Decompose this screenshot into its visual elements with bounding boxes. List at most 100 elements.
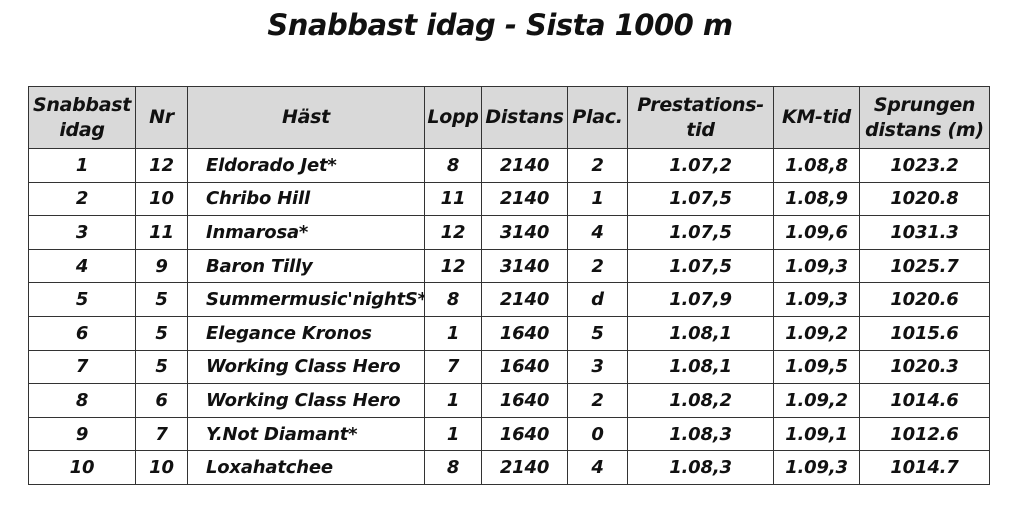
column-header-plac: Plac. xyxy=(567,86,628,149)
cell-distans: 3140 xyxy=(481,248,568,284)
column-header-lopp: Lopp xyxy=(424,86,482,149)
cell-prestationstid: 1.08,3 xyxy=(627,416,774,452)
cell-distans: 1640 xyxy=(481,315,568,351)
cell-plac: 2 xyxy=(567,383,628,418)
cell-distans: 2140 xyxy=(481,148,568,183)
cell-rank: 3 xyxy=(28,215,136,250)
table-row: 6 5 Elegance Kronos 1 1640 5 1.08,1 1.09,2 1015.… xyxy=(28,315,990,351)
cell-nr: 12 xyxy=(135,148,188,183)
table-row: 10 10 Loxahatchee 8 2140 4 1.08,3 1.09,3 1014.7 xyxy=(28,450,990,485)
cell-km-tid: 1.09,6 xyxy=(773,215,860,250)
cell-nr: 10 xyxy=(135,450,188,485)
cell-prestationstid: 1.07,5 xyxy=(627,215,774,250)
cell-nr: 5 xyxy=(135,282,188,317)
cell-lopp: 12 xyxy=(424,248,482,284)
cell-horse: Eldorado Jet* xyxy=(187,148,425,183)
cell-nr: 11 xyxy=(135,215,188,250)
cell-km-tid: 1.08,9 xyxy=(773,181,860,217)
column-header-line: KM-tid xyxy=(782,106,851,128)
cell-rank: 9 xyxy=(28,416,136,452)
cell-nr: 10 xyxy=(135,181,188,217)
cell-km-tid: 1.09,5 xyxy=(773,349,860,385)
cell-prestationstid: 1.07,5 xyxy=(627,181,774,217)
cell-horse: Loxahatchee xyxy=(187,450,425,485)
cell-lopp: 7 xyxy=(424,349,482,385)
column-header-nr: Nr xyxy=(135,86,188,149)
cell-prestationstid: 1.08,1 xyxy=(627,315,774,351)
cell-sprungen-distans: 1020.8 xyxy=(859,181,990,217)
column-header-line: distans (m) xyxy=(865,118,984,141)
cell-plac: d xyxy=(567,282,628,317)
cell-km-tid: 1.09,3 xyxy=(773,282,860,317)
cell-rank: 5 xyxy=(28,282,136,317)
table-body: 1 12 Eldorado Jet* 8 2140 2 1.07,2 1.08,8 1023.2… xyxy=(28,148,990,485)
cell-nr: 9 xyxy=(135,248,188,284)
column-header-line: Prestations- xyxy=(637,93,764,116)
cell-plac: 1 xyxy=(567,181,628,217)
column-header-line: Plac. xyxy=(572,106,623,128)
cell-plac: 3 xyxy=(567,349,628,385)
cell-horse: Summermusic'nightS* xyxy=(187,282,425,317)
cell-distans: 2140 xyxy=(481,282,568,317)
cell-rank: 1 xyxy=(28,148,136,183)
column-header-line: Snabbast xyxy=(32,93,132,116)
column-header-horse: Häst xyxy=(187,86,425,149)
cell-distans: 2140 xyxy=(481,450,568,485)
cell-rank: 4 xyxy=(28,248,136,284)
cell-distans: 1640 xyxy=(481,383,568,418)
cell-lopp: 8 xyxy=(424,148,482,183)
cell-plac: 2 xyxy=(567,148,628,183)
cell-sprungen-distans: 1031.3 xyxy=(859,215,990,250)
cell-horse: Inmarosa* xyxy=(187,215,425,250)
column-header-line: Distans xyxy=(485,106,564,128)
cell-plac: 4 xyxy=(567,215,628,250)
column-header-line: Häst xyxy=(282,106,330,128)
cell-lopp: 8 xyxy=(424,282,482,317)
cell-prestationstid: 1.07,9 xyxy=(627,282,774,317)
cell-prestationstid: 1.08,3 xyxy=(627,450,774,485)
cell-nr: 7 xyxy=(135,416,188,452)
table-row: 7 5 Working Class Hero 7 1640 3 1.08,1 1.09,5 10… xyxy=(28,349,990,385)
cell-km-tid: 1.09,2 xyxy=(773,315,860,351)
page-title: Snabbast idag - Sista 1000 m xyxy=(267,8,733,42)
cell-km-tid: 1.09,2 xyxy=(773,383,860,418)
cell-lopp: 1 xyxy=(424,383,482,418)
column-header-rank: Snabbast idag xyxy=(28,86,136,149)
column-header-line: Sprungen xyxy=(873,93,976,116)
cell-lopp: 1 xyxy=(424,416,482,452)
cell-prestationstid: 1.07,5 xyxy=(627,248,774,284)
cell-rank: 8 xyxy=(28,383,136,418)
column-header-km-tid: KM-tid xyxy=(773,86,860,149)
column-header-sprungen-distans: Sprungen distans (m) xyxy=(859,86,990,149)
cell-rank: 7 xyxy=(28,349,136,385)
cell-lopp: 1 xyxy=(424,315,482,351)
cell-sprungen-distans: 1020.3 xyxy=(859,349,990,385)
cell-plac: 5 xyxy=(567,315,628,351)
cell-km-tid: 1.08,8 xyxy=(773,148,860,183)
cell-distans: 1640 xyxy=(481,416,568,452)
column-header-prestationstid: Prestations-tid xyxy=(627,86,774,149)
cell-horse: Working Class Hero xyxy=(187,349,425,385)
cell-sprungen-distans: 1014.7 xyxy=(859,450,990,485)
header-row: Snabbast idag Nr Häst Lopp Distans Plac. Presta… xyxy=(28,86,990,149)
cell-km-tid: 1.09,1 xyxy=(773,416,860,452)
cell-horse: Elegance Kronos xyxy=(187,315,425,351)
table-row: 5 5 Summermusic'nightS* 8 2140 d 1.07,9 1.09,3 1… xyxy=(28,282,990,317)
cell-prestationstid: 1.07,2 xyxy=(627,148,774,183)
cell-distans: 1640 xyxy=(481,349,568,385)
cell-sprungen-distans: 1014.6 xyxy=(859,383,990,418)
cell-sprungen-distans: 1012.6 xyxy=(859,416,990,452)
cell-plac: 0 xyxy=(567,416,628,452)
table-row: 2 10 Chribo Hill 11 2140 1 1.07,5 1.08,9 1020.8 xyxy=(28,181,990,217)
cell-sprungen-distans: 1025.7 xyxy=(859,248,990,284)
results-table: Snabbast idag Nr Häst Lopp Distans Plac. Presta… xyxy=(28,86,990,485)
column-header-line: tid xyxy=(686,118,715,141)
cell-horse: Chribo Hill xyxy=(187,181,425,217)
cell-km-tid: 1.09,3 xyxy=(773,450,860,485)
cell-prestationstid: 1.08,1 xyxy=(627,349,774,385)
cell-sprungen-distans: 1020.6 xyxy=(859,282,990,317)
cell-plac: 4 xyxy=(567,450,628,485)
cell-nr: 5 xyxy=(135,315,188,351)
column-header-line: Nr xyxy=(149,106,174,128)
cell-km-tid: 1.09,3 xyxy=(773,248,860,284)
